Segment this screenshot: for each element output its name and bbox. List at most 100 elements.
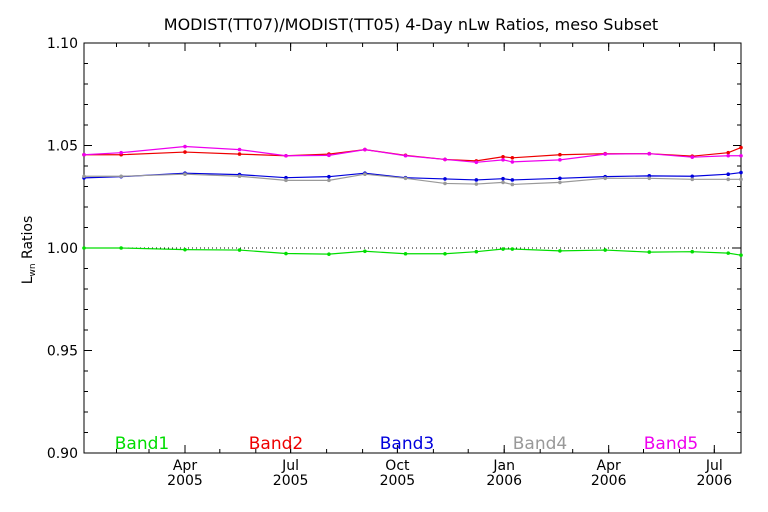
data-point-band1: [237, 248, 242, 252]
data-point-band4: [603, 176, 607, 181]
x-tick-year: 2005: [167, 473, 203, 489]
data-point-band1: [510, 247, 515, 251]
legend-entry-band1: Band1: [115, 434, 169, 454]
x-tick-year: 2006: [486, 473, 522, 489]
data-point-band2: [510, 156, 515, 160]
legend: Band1 Band2 Band3 Band4 Band5: [115, 434, 698, 454]
data-point-band5: [327, 153, 331, 158]
data-point-band3: [474, 178, 479, 182]
chart-title: MODIST(TT07)/MODIST(TT05) 4-Day nLw Rati…: [164, 15, 658, 34]
data-point-band5: [237, 147, 242, 152]
y-tick-label: 1.10: [47, 36, 78, 52]
data-point-band1: [82, 246, 86, 250]
data-point-band5: [739, 153, 743, 158]
x-tick-month: Jul: [281, 458, 299, 474]
legend-entry-band4: Band4: [513, 434, 567, 454]
data-point-band1: [443, 251, 447, 256]
data-point-band4: [501, 180, 505, 185]
legend-entry-band2: Band2: [249, 434, 303, 454]
data-point-band1: [603, 248, 607, 252]
x-tick-year: 2006: [696, 473, 732, 489]
x-tick-month: Jan: [492, 458, 515, 474]
data-point-band2: [237, 152, 242, 156]
data-point-band5: [474, 160, 479, 165]
data-point-band3: [501, 176, 505, 181]
data-point-band2: [501, 154, 505, 159]
data-point-band2: [739, 145, 743, 150]
x-tick-month: Oct: [385, 458, 410, 474]
x-tick-month: Apr: [173, 458, 197, 474]
x-axis: Apr2005Jul2005Oct2005Jan2006Apr2006Jul20…: [116, 43, 732, 489]
data-point-band5: [558, 158, 562, 162]
data-point-band5: [726, 153, 731, 158]
data-point-band3: [443, 177, 447, 181]
data-point-band1: [119, 246, 123, 250]
legend-entry-band5: Band5: [644, 434, 698, 454]
x-tick-year: 2005: [273, 473, 309, 489]
data-point-band5: [443, 157, 447, 162]
data-point-band1: [690, 249, 695, 254]
data-point-band5: [510, 160, 515, 164]
data-point-band5: [647, 151, 652, 156]
y-axis-label-sub: wn: [28, 263, 38, 276]
data-point-band1: [726, 251, 731, 255]
data-point-band3: [726, 172, 731, 176]
data-point-band1: [501, 247, 505, 251]
y-tick-label: 0.90: [47, 446, 78, 462]
data-point-band4: [403, 176, 408, 181]
data-point-band3: [690, 174, 695, 179]
data-point-band5: [690, 155, 695, 159]
data-point-band5: [82, 152, 86, 157]
data-point-band3: [510, 178, 515, 182]
series-line-band5: [83, 145, 741, 163]
data-point-band3: [739, 170, 743, 175]
y-axis-label-rest: Ratios: [20, 216, 36, 264]
data-point-band4: [739, 177, 743, 182]
data-point-band4: [327, 178, 331, 183]
data-point-band1: [403, 251, 408, 256]
data-point-band4: [119, 174, 123, 179]
data-point-band5: [284, 153, 288, 158]
data-point-band1: [558, 249, 562, 253]
data-point-band1: [647, 250, 652, 254]
x-tick-year: 2005: [380, 473, 416, 489]
data-point-band3: [284, 175, 288, 180]
series-line-band1: [84, 247, 742, 256]
data-point-band5: [119, 150, 123, 155]
svg-text:Lwn Ratios: Lwn Ratios: [20, 216, 38, 285]
data-point-band2: [726, 150, 731, 155]
data-point-band1: [183, 247, 187, 252]
x-tick-month: Apr: [597, 458, 621, 474]
y-tick-label: 1.05: [47, 139, 78, 155]
series-layer: [82, 144, 743, 257]
data-point-band1: [474, 249, 479, 254]
x-tick-year: 2006: [591, 473, 627, 489]
data-point-band4: [82, 174, 86, 179]
data-point-band4: [690, 177, 695, 182]
data-point-band1: [284, 251, 288, 256]
y-tick-label: 0.95: [47, 344, 78, 360]
data-point-band5: [363, 147, 367, 152]
data-point-band4: [183, 172, 187, 176]
data-point-band3: [647, 174, 652, 178]
data-point-band1: [739, 253, 743, 257]
data-point-band4: [510, 182, 515, 187]
data-point-band2: [558, 152, 562, 157]
y-axis-label: Lwn Ratios: [20, 216, 38, 285]
data-point-band4: [363, 172, 367, 176]
data-point-band4: [284, 178, 288, 183]
y-tick-label: 1.00: [47, 241, 78, 257]
data-point-band4: [726, 177, 731, 182]
x-tick-month: Jul: [705, 458, 723, 474]
data-point-band5: [501, 158, 505, 162]
data-point-band1: [327, 252, 331, 256]
data-point-band4: [443, 181, 447, 186]
data-point-band4: [558, 180, 562, 185]
legend-entry-band3: Band3: [380, 434, 434, 454]
data-point-band3: [327, 174, 331, 179]
series-line-band3: [83, 171, 742, 181]
y-axis-label-main: L: [20, 276, 36, 284]
data-point-band3: [558, 176, 562, 181]
data-point-band5: [403, 153, 408, 158]
